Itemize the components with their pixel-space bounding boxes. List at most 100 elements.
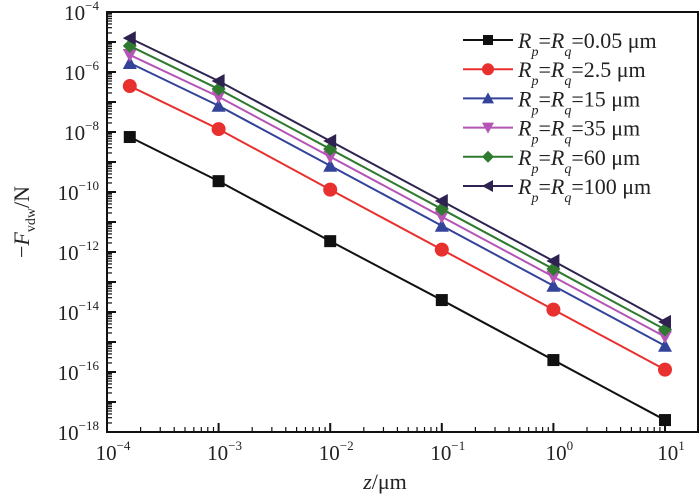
legend-label: Rp=Rq=15 μm bbox=[517, 86, 640, 118]
y-tick-base: 10 bbox=[58, 181, 79, 205]
y-tick-base: 10 bbox=[58, 241, 79, 265]
legend-item: Rp=Rq=60 μm bbox=[463, 145, 640, 177]
triangle-left-marker bbox=[546, 254, 560, 269]
legend-square-icon bbox=[483, 35, 493, 45]
triangle-down-marker bbox=[323, 150, 338, 164]
legend-item: Rp=Rq=2.5 μm bbox=[463, 57, 646, 89]
circle-marker bbox=[546, 302, 561, 317]
x-tick-base: 10 bbox=[319, 441, 340, 465]
legend-label-part: p bbox=[530, 162, 538, 177]
legend-label-part: p bbox=[530, 191, 538, 206]
y-tick-base: 10 bbox=[58, 421, 79, 445]
triangle-down-marker bbox=[434, 210, 449, 224]
legend-label: Rp=Rq=2.5 μm bbox=[517, 57, 646, 89]
x-tick-exp: −4 bbox=[117, 438, 131, 453]
y-axis-title-sub: vdw bbox=[24, 207, 39, 232]
series-4 bbox=[122, 38, 672, 337]
y-tick-exp: −14 bbox=[79, 298, 100, 313]
x-tick-exp: −3 bbox=[228, 438, 242, 453]
legend-label-part: R bbox=[517, 28, 532, 53]
legend-item: Rp=Rq=15 μm bbox=[463, 86, 640, 118]
x-tick-exp: −1 bbox=[451, 438, 465, 453]
legend-label-part: R bbox=[517, 57, 532, 82]
triangle-left-marker bbox=[211, 74, 225, 89]
y-tick-base: 10 bbox=[64, 121, 85, 145]
y-tick-label: 10−10 bbox=[58, 178, 99, 205]
y-tick-label: 10−8 bbox=[64, 118, 99, 145]
triangle-up-marker bbox=[323, 158, 338, 172]
triangle-up-marker bbox=[211, 98, 226, 112]
legend-label-part: =2.5 μm bbox=[571, 57, 645, 82]
legend-label-part: =35 μm bbox=[571, 116, 640, 141]
circle-marker bbox=[211, 122, 226, 137]
y-tick-exp: −6 bbox=[85, 58, 99, 73]
legend-label-part: R bbox=[550, 174, 565, 199]
legend-label-part: = bbox=[538, 145, 550, 170]
legend-label-part: =15 μm bbox=[571, 86, 640, 111]
legend-label-part: q bbox=[564, 45, 571, 60]
circle-marker bbox=[323, 182, 338, 197]
y-tick-base: 10 bbox=[64, 61, 85, 85]
y-tick-label: 10−6 bbox=[64, 58, 99, 85]
legend-label-part: q bbox=[564, 191, 571, 206]
circle-marker bbox=[658, 362, 672, 377]
legend-label: Rp=Rq=100 μm bbox=[517, 174, 651, 206]
square-marker bbox=[435, 294, 448, 307]
legend-label-part: R bbox=[517, 86, 532, 111]
x-axis-title-unit: /μm bbox=[372, 469, 407, 494]
triangle-down-marker bbox=[211, 90, 226, 104]
series-0 bbox=[123, 131, 671, 427]
legend-label-part: p bbox=[530, 103, 538, 118]
y-tick-exp: −4 bbox=[85, 0, 99, 13]
plot-frame bbox=[106, 11, 699, 433]
triangle-up-marker bbox=[434, 218, 449, 232]
legend-label-part: R bbox=[517, 174, 532, 199]
legend-label: Rp=Rq=0.05 μm bbox=[517, 28, 657, 60]
x-tick-base: 10 bbox=[207, 441, 228, 465]
legend-triangle-left-icon bbox=[482, 180, 493, 192]
x-tick-label: 10−3 bbox=[207, 438, 242, 465]
legend-label-part: R bbox=[517, 145, 532, 170]
series-line bbox=[129, 85, 666, 371]
legend-label-part: q bbox=[564, 133, 571, 148]
x-axis-title: z/μm bbox=[362, 469, 407, 494]
y-axis-title-unit: /N bbox=[9, 186, 34, 208]
legend-label-part: R bbox=[550, 145, 565, 170]
legend-label-part: = bbox=[538, 116, 550, 141]
legend-label-part: = bbox=[538, 86, 550, 111]
y-axis-title-var: F bbox=[9, 232, 34, 247]
x-axis-title-var: z bbox=[362, 469, 372, 494]
x-tick-exp: 1 bbox=[678, 438, 685, 453]
y-axis-title: −Fvdw/N bbox=[9, 186, 39, 258]
series-line bbox=[129, 62, 666, 347]
y-tick-exp: −10 bbox=[79, 178, 99, 193]
y-tick-exp: −12 bbox=[79, 238, 99, 253]
series-line bbox=[129, 37, 666, 323]
x-tick-label: 100 bbox=[546, 438, 574, 465]
legend-label-part: = bbox=[538, 28, 550, 53]
legend-item: Rp=Rq=0.05 μm bbox=[463, 28, 657, 60]
y-tick-exp: −8 bbox=[85, 118, 99, 133]
legend-triangle-down-icon bbox=[482, 122, 494, 134]
series-1 bbox=[122, 79, 672, 377]
legend-circle-icon bbox=[482, 63, 494, 76]
legend-label-part: p bbox=[530, 45, 538, 60]
legend-label-part: = bbox=[538, 174, 550, 199]
y-tick-label: 10−12 bbox=[58, 238, 99, 265]
square-marker bbox=[659, 414, 671, 427]
series-5 bbox=[122, 31, 671, 329]
triangle-left-marker bbox=[122, 31, 136, 46]
legend-label-part: q bbox=[564, 74, 571, 89]
square-marker bbox=[324, 235, 337, 248]
legend-label-part: R bbox=[517, 116, 532, 141]
triangle-left-marker bbox=[658, 314, 671, 329]
triangle-down-marker bbox=[658, 330, 672, 344]
legend-label: Rp=Rq=60 μm bbox=[517, 145, 640, 177]
triangle-down-marker bbox=[546, 270, 561, 284]
legend-item: Rp=Rq=35 μm bbox=[463, 116, 640, 148]
legend-label-part: R bbox=[550, 57, 565, 82]
x-tick-base: 10 bbox=[430, 441, 451, 465]
square-marker bbox=[547, 354, 560, 367]
y-tick-label: 10−14 bbox=[58, 298, 100, 325]
